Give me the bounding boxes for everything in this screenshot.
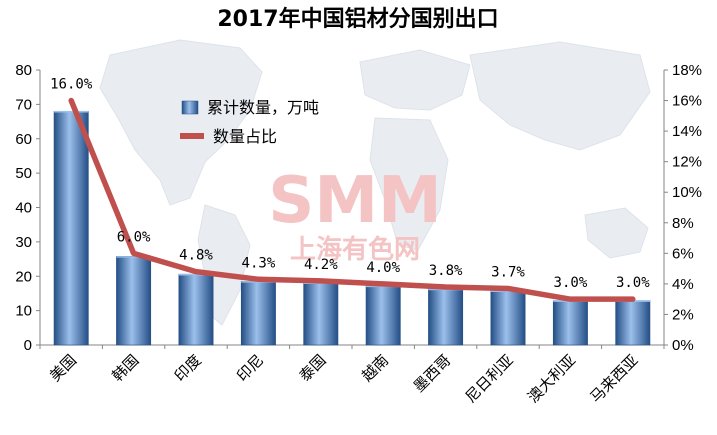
bar: [490, 290, 526, 346]
x-tick-label: 印度: [171, 351, 205, 385]
bar: [303, 282, 339, 346]
data-label: 4.2%: [304, 257, 338, 273]
bar: [428, 288, 464, 346]
y-right-tick-label: 4%: [672, 276, 694, 293]
x-tick-label: 墨西哥: [410, 351, 455, 396]
category-labels: 美国 韩国 印度 印尼 泰国 越南 墨西哥 尼日利亚 澳大利亚 马来西亚: [39, 345, 665, 406]
watermark-logo: SMM: [268, 164, 441, 238]
watermark: SMM 上海有色网: [268, 164, 441, 265]
y-right-tick-label: 8%: [672, 215, 694, 232]
y-right-tick-label: 16%: [672, 93, 702, 110]
legend-bar-label: 累计数量，万吨: [207, 98, 319, 117]
y-left-tick-label: 80: [15, 62, 32, 79]
y-left-tick-label: 10: [15, 303, 32, 320]
y-left-tick-label: 0: [24, 337, 32, 354]
y-left-tick-label: 50: [15, 165, 32, 182]
y-right-tick-label: 6%: [672, 245, 694, 262]
y-right-tick-label: 14%: [672, 123, 702, 140]
data-label: 16.0%: [50, 77, 93, 93]
legend-bar-swatch: [181, 100, 199, 115]
data-label: 3.8%: [429, 263, 463, 279]
y-left-tick-label: 20: [15, 268, 32, 285]
y-left-tick-label: 40: [15, 200, 32, 217]
y-right-tick-label: 12%: [672, 154, 702, 171]
y-left-tick-label: 30: [15, 234, 32, 251]
data-labels: 16.0% 6.0% 4.8% 4.3% 4.2% 4.0% 3.8% 3.7% 3.0% 3.0…: [50, 77, 650, 292]
x-tick-label: 美国: [46, 351, 80, 385]
x-tick-label: 泰国: [296, 351, 330, 385]
bar: [365, 285, 401, 346]
data-label: 3.0%: [616, 275, 650, 291]
chart-title: 2017年中国铝材分国别出口: [217, 6, 498, 32]
bar: [240, 281, 276, 346]
y-axis-right-ticks: 0% 2% 4% 6% 8% 10% 12% 14% 16% 18%: [664, 62, 702, 354]
bar: [116, 256, 152, 346]
bar: [53, 110, 89, 346]
y-right-tick-label: 18%: [672, 62, 702, 79]
data-label: 4.8%: [179, 248, 213, 264]
data-label: 3.0%: [554, 275, 588, 291]
legend: 累计数量，万吨 数量占比: [180, 98, 319, 146]
x-tick-label: 尼日利亚: [462, 351, 517, 406]
y-left-tick-label: 60: [15, 131, 32, 148]
x-tick-label: 印尼: [233, 351, 267, 385]
bar: [178, 273, 214, 346]
bar: [615, 300, 651, 346]
x-tick-label: 越南: [358, 351, 392, 385]
data-label: 3.7%: [491, 264, 525, 280]
data-label: 4.3%: [242, 255, 276, 271]
x-tick-label: 澳大利亚: [524, 351, 579, 406]
y-axis-left-ticks: 0 10 20 30 40 50 60 70 80: [15, 62, 40, 354]
y-right-tick-label: 10%: [672, 184, 702, 201]
world-map-background: [99, 39, 651, 326]
x-tick-label: 韩国: [108, 351, 142, 385]
data-label: 4.0%: [366, 260, 400, 276]
bar: [552, 300, 588, 346]
line-series: [68, 97, 636, 302]
x-tick-label: 马来西亚: [586, 351, 641, 406]
y-left-tick-label: 70: [15, 96, 32, 113]
bar-series: [53, 110, 651, 346]
share-line: [68, 97, 636, 302]
watermark-text: 上海有色网: [290, 234, 420, 265]
y-right-tick-label: 2%: [672, 306, 694, 323]
legend-line-label: 数量占比: [213, 127, 277, 146]
y-right-tick-label: 0%: [672, 337, 694, 354]
data-label: 6.0%: [117, 229, 151, 245]
